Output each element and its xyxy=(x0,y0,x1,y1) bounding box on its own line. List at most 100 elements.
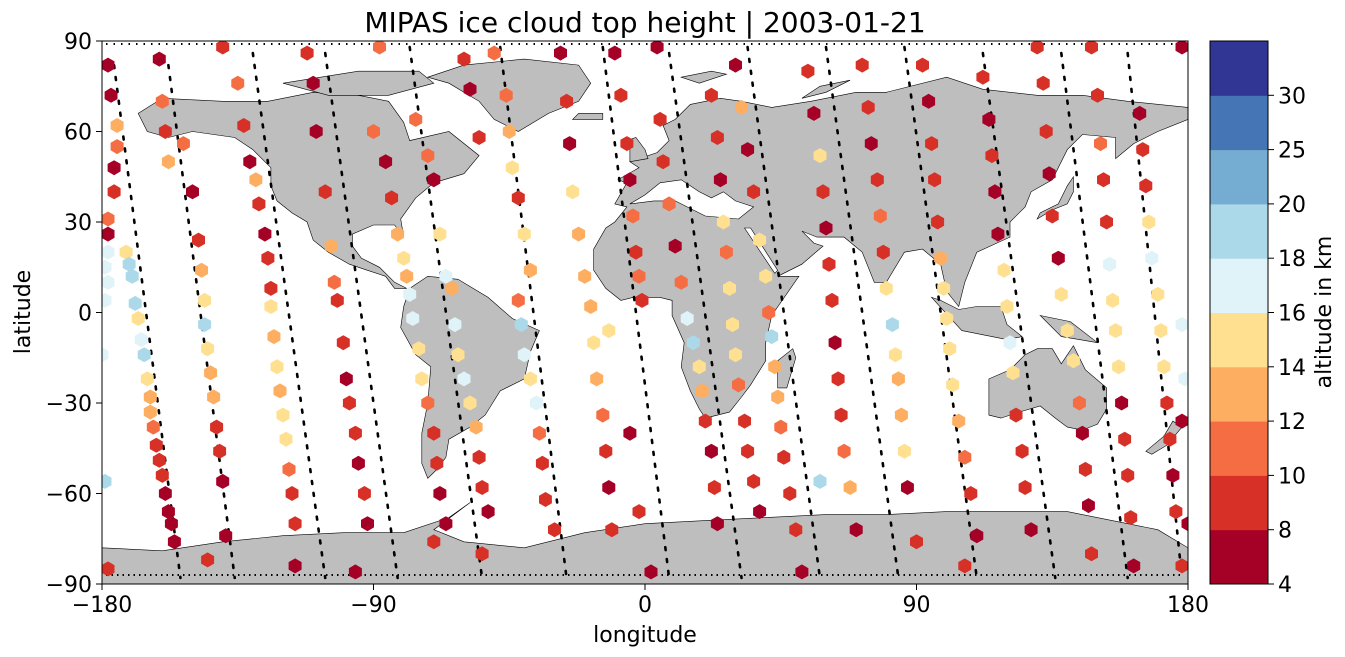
data-point xyxy=(499,87,513,103)
data-point xyxy=(406,311,420,326)
data-point xyxy=(813,148,827,164)
data-point xyxy=(421,395,435,411)
data-point xyxy=(472,449,486,465)
data-point xyxy=(102,347,109,363)
data-point xyxy=(143,389,157,405)
data-point xyxy=(177,136,190,152)
data-point xyxy=(107,160,121,176)
north-america-shape xyxy=(137,91,480,289)
data-point xyxy=(698,413,712,429)
data-point xyxy=(1157,359,1171,375)
data-point xyxy=(813,473,827,489)
data-point xyxy=(110,118,124,133)
data-point xyxy=(149,437,163,453)
orbit-track-4 xyxy=(323,51,399,580)
data-point xyxy=(1006,365,1020,381)
data-point xyxy=(463,395,477,411)
data-point xyxy=(1097,172,1110,188)
data-point xyxy=(1118,431,1132,447)
y-tick-label: −60 xyxy=(46,483,92,508)
data-point xyxy=(686,335,700,351)
data-point xyxy=(1121,467,1135,483)
data-point xyxy=(1163,431,1177,447)
data-point xyxy=(412,341,426,357)
data-point xyxy=(777,449,791,465)
data-point xyxy=(288,516,302,532)
data-point xyxy=(421,148,435,164)
x-axis: −180 −90 0 90 180 xyxy=(72,584,1209,618)
data-point xyxy=(807,105,821,121)
data-point xyxy=(192,232,205,248)
data-point xyxy=(330,292,344,308)
colorbar-segment xyxy=(1210,258,1268,313)
data-point xyxy=(1045,208,1059,224)
data-point xyxy=(318,184,332,200)
iceland-shape xyxy=(571,113,604,120)
data-point xyxy=(155,467,169,483)
data-point xyxy=(741,142,755,158)
data-point xyxy=(1175,41,1188,55)
data-point xyxy=(650,41,664,55)
data-point xyxy=(931,214,945,230)
data-point xyxy=(608,45,622,61)
data-point xyxy=(710,130,724,145)
orbit-track-2 xyxy=(167,63,237,580)
data-point xyxy=(762,305,776,320)
data-point xyxy=(668,238,682,254)
data-point xyxy=(348,564,362,580)
x-tick-label: 180 xyxy=(1167,593,1209,618)
data-point xyxy=(629,244,643,260)
data-point xyxy=(704,443,718,459)
data-point xyxy=(415,371,429,387)
data-point xyxy=(258,226,272,242)
data-point xyxy=(976,69,990,85)
data-point xyxy=(351,455,365,471)
colorbar-segment xyxy=(1210,41,1268,96)
data-point xyxy=(937,280,951,296)
data-point xyxy=(891,371,905,387)
data-point xyxy=(104,87,118,103)
data-point xyxy=(264,280,278,296)
y-tick-label: 30 xyxy=(64,211,92,236)
data-point xyxy=(107,184,121,200)
colorbar-tick-label: 4 xyxy=(1278,573,1292,598)
orbit-track-10 xyxy=(824,45,900,580)
data-point xyxy=(219,528,233,544)
data-point xyxy=(433,226,447,242)
data-point xyxy=(448,317,462,333)
data-point xyxy=(397,250,411,266)
data-point xyxy=(1127,558,1141,574)
data-point xyxy=(653,111,667,127)
data-point xyxy=(201,341,215,357)
data-point xyxy=(602,323,616,339)
data-point xyxy=(1175,413,1188,429)
data-point xyxy=(873,208,887,224)
x-tick-label: −90 xyxy=(350,593,396,618)
data-point xyxy=(276,407,290,423)
data-point xyxy=(102,211,115,227)
data-point xyxy=(747,184,761,200)
data-point xyxy=(532,425,546,441)
data-points xyxy=(102,41,1188,580)
mediterranean-water xyxy=(629,179,755,220)
orbit-track-3 xyxy=(251,51,327,580)
data-point xyxy=(1024,522,1038,538)
data-point xyxy=(548,522,561,538)
data-point xyxy=(710,516,724,532)
data-point xyxy=(674,274,688,290)
data-point xyxy=(1175,317,1188,333)
data-point xyxy=(535,455,549,471)
data-point xyxy=(400,268,414,284)
data-point xyxy=(475,480,489,495)
data-point xyxy=(876,244,890,260)
data-point xyxy=(620,136,634,152)
data-point xyxy=(901,480,914,495)
data-point xyxy=(469,419,483,435)
data-point xyxy=(596,407,610,423)
data-point xyxy=(940,311,954,326)
data-point xyxy=(644,564,658,580)
data-point xyxy=(843,480,857,495)
data-point xyxy=(922,93,936,109)
data-point xyxy=(409,111,423,127)
